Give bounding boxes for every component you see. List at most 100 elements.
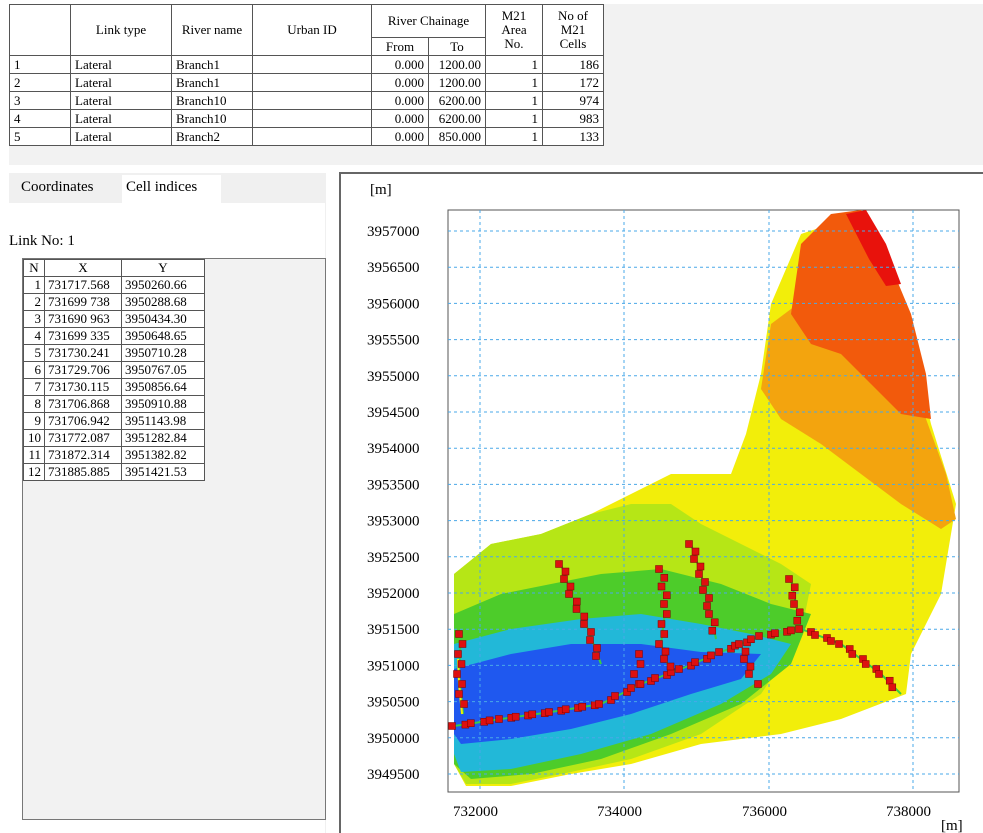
cells-count-cell[interactable]: 983 bbox=[542, 109, 604, 128]
urban-id-cell[interactable] bbox=[252, 73, 372, 92]
river-name-cell[interactable]: Branch2 bbox=[171, 127, 253, 146]
x-cell[interactable]: 731717.568 bbox=[44, 276, 122, 294]
y-column-header[interactable]: Y bbox=[121, 259, 205, 277]
from-cell[interactable]: 0.000 bbox=[371, 109, 429, 128]
river-name-cell[interactable]: Branch1 bbox=[171, 73, 253, 92]
to-cell[interactable]: 1200.00 bbox=[428, 73, 486, 92]
from-cell[interactable]: 0.000 bbox=[371, 73, 429, 92]
table-row[interactable]: 4 731699 335 3950648.65 bbox=[23, 327, 205, 345]
area-cell[interactable]: 1 bbox=[485, 73, 543, 92]
y-cell[interactable]: 3950648.65 bbox=[121, 327, 205, 345]
y-cell[interactable]: 3950434.30 bbox=[121, 310, 205, 328]
river-chainage-header[interactable]: River Chainage bbox=[371, 4, 486, 38]
to-cell[interactable]: 1200.00 bbox=[428, 55, 486, 74]
urban-id-cell[interactable] bbox=[252, 91, 372, 110]
n-cell[interactable]: 4 bbox=[23, 327, 45, 345]
to-header[interactable]: To bbox=[428, 37, 486, 56]
n-cell[interactable]: 2 bbox=[23, 293, 45, 311]
n-cell[interactable]: 9 bbox=[23, 412, 45, 430]
table-row[interactable]: 1 731717.568 3950260.66 bbox=[23, 276, 205, 294]
table-row[interactable]: 1 Lateral Branch1 0.000 1200.00 1 186 bbox=[9, 55, 604, 74]
area-cell[interactable]: 1 bbox=[485, 109, 543, 128]
link-type-header[interactable]: Link type bbox=[70, 4, 172, 56]
row-index-cell[interactable]: 3 bbox=[9, 91, 71, 110]
table-row[interactable]: 4 Lateral Branch10 0.000 6200.00 1 983 bbox=[9, 109, 604, 128]
urban-id-cell[interactable] bbox=[252, 55, 372, 74]
y-cell[interactable]: 3950856.64 bbox=[121, 378, 205, 396]
table-row[interactable]: 2 Lateral Branch1 0.000 1200.00 1 172 bbox=[9, 73, 604, 92]
y-cell[interactable]: 3951421.53 bbox=[121, 463, 205, 481]
x-cell[interactable]: 731706.868 bbox=[44, 395, 122, 413]
table-row[interactable]: 5 731730.241 3950710.28 bbox=[23, 344, 205, 362]
table-row[interactable]: 11 731872.314 3951382.82 bbox=[23, 446, 205, 464]
table-row[interactable]: 8 731706.868 3950910.88 bbox=[23, 395, 205, 413]
table-row[interactable]: 9 731706.942 3951143.98 bbox=[23, 412, 205, 430]
y-cell[interactable]: 3951382.82 bbox=[121, 446, 205, 464]
x-cell[interactable]: 731699 335 bbox=[44, 327, 122, 345]
table-row[interactable]: 6 731729.706 3950767.05 bbox=[23, 361, 205, 379]
n-cell[interactable]: 3 bbox=[23, 310, 45, 328]
x-cell[interactable]: 731690 963 bbox=[44, 310, 122, 328]
x-column-header[interactable]: X bbox=[44, 259, 122, 277]
from-cell[interactable]: 0.000 bbox=[371, 91, 429, 110]
to-cell[interactable]: 6200.00 bbox=[428, 109, 486, 128]
x-cell[interactable]: 731706.942 bbox=[44, 412, 122, 430]
y-cell[interactable]: 3950260.66 bbox=[121, 276, 205, 294]
table-row[interactable]: 2 731699 738 3950288.68 bbox=[23, 293, 205, 311]
y-cell[interactable]: 3950910.88 bbox=[121, 395, 205, 413]
n-cell[interactable]: 7 bbox=[23, 378, 45, 396]
area-cell[interactable]: 1 bbox=[485, 127, 543, 146]
y-cell[interactable]: 3950767.05 bbox=[121, 361, 205, 379]
n-cell[interactable]: 6 bbox=[23, 361, 45, 379]
table-row[interactable]: 3 731690 963 3950434.30 bbox=[23, 310, 205, 328]
x-cell[interactable]: 731699 738 bbox=[44, 293, 122, 311]
table-row[interactable]: 10 731772.087 3951282.84 bbox=[23, 429, 205, 447]
m21-cells-header[interactable]: No of M21 Cells bbox=[542, 4, 604, 56]
x-cell[interactable]: 731872.314 bbox=[44, 446, 122, 464]
area-cell[interactable]: 1 bbox=[485, 91, 543, 110]
link-type-cell[interactable]: Lateral bbox=[70, 73, 172, 92]
area-cell[interactable]: 1 bbox=[485, 55, 543, 74]
row-index-cell[interactable]: 4 bbox=[9, 109, 71, 128]
to-cell[interactable]: 850.000 bbox=[428, 127, 486, 146]
x-cell[interactable]: 731730.241 bbox=[44, 344, 122, 362]
n-cell[interactable]: 8 bbox=[23, 395, 45, 413]
table-row[interactable]: 5 Lateral Branch2 0.000 850.000 1 133 bbox=[9, 127, 604, 146]
row-index-cell[interactable]: 1 bbox=[9, 55, 71, 74]
table-row[interactable]: 7 731730.115 3950856.64 bbox=[23, 378, 205, 396]
from-header[interactable]: From bbox=[371, 37, 429, 56]
m21-area-no-header[interactable]: M21 Area No. bbox=[485, 4, 543, 56]
link-type-cell[interactable]: Lateral bbox=[70, 109, 172, 128]
n-cell[interactable]: 1 bbox=[23, 276, 45, 294]
n-cell[interactable]: 11 bbox=[23, 446, 45, 464]
x-cell[interactable]: 731730.115 bbox=[44, 378, 122, 396]
row-index-cell[interactable]: 5 bbox=[9, 127, 71, 146]
x-cell[interactable]: 731772.087 bbox=[44, 429, 122, 447]
n-cell[interactable]: 10 bbox=[23, 429, 45, 447]
river-name-header[interactable]: River name bbox=[171, 4, 253, 56]
y-cell[interactable]: 3951282.84 bbox=[121, 429, 205, 447]
urban-id-header[interactable]: Urban ID bbox=[252, 4, 372, 56]
link-type-cell[interactable]: Lateral bbox=[70, 91, 172, 110]
coordinates-grid[interactable]: N X Y 1 731717.568 3950260.66 2 731699 738 39… bbox=[22, 258, 326, 820]
map-panel[interactable]: 3957000 3956500 3956000 3955500 3955000 39545… bbox=[339, 172, 983, 833]
cells-count-cell[interactable]: 133 bbox=[542, 127, 604, 146]
n-cell[interactable]: 12 bbox=[23, 463, 45, 481]
link-type-cell[interactable]: Lateral bbox=[70, 127, 172, 146]
y-cell[interactable]: 3950710.28 bbox=[121, 344, 205, 362]
tab-coordinates[interactable]: Coordinates bbox=[21, 179, 94, 195]
y-cell[interactable]: 3950288.68 bbox=[121, 293, 205, 311]
cells-count-cell[interactable]: 186 bbox=[542, 55, 604, 74]
from-cell[interactable]: 0.000 bbox=[371, 55, 429, 74]
urban-id-cell[interactable] bbox=[252, 109, 372, 128]
table-row[interactable]: 12 731885.885 3951421.53 bbox=[23, 463, 205, 481]
y-cell[interactable]: 3951143.98 bbox=[121, 412, 205, 430]
cells-count-cell[interactable]: 974 bbox=[542, 91, 604, 110]
link-type-cell[interactable]: Lateral bbox=[70, 55, 172, 74]
row-index-cell[interactable]: 2 bbox=[9, 73, 71, 92]
n-column-header[interactable]: N bbox=[23, 259, 45, 277]
table-row[interactable]: 3 Lateral Branch10 0.000 6200.00 1 974 bbox=[9, 91, 604, 110]
n-cell[interactable]: 5 bbox=[23, 344, 45, 362]
cells-count-cell[interactable]: 172 bbox=[542, 73, 604, 92]
river-name-cell[interactable]: Branch10 bbox=[171, 109, 253, 128]
